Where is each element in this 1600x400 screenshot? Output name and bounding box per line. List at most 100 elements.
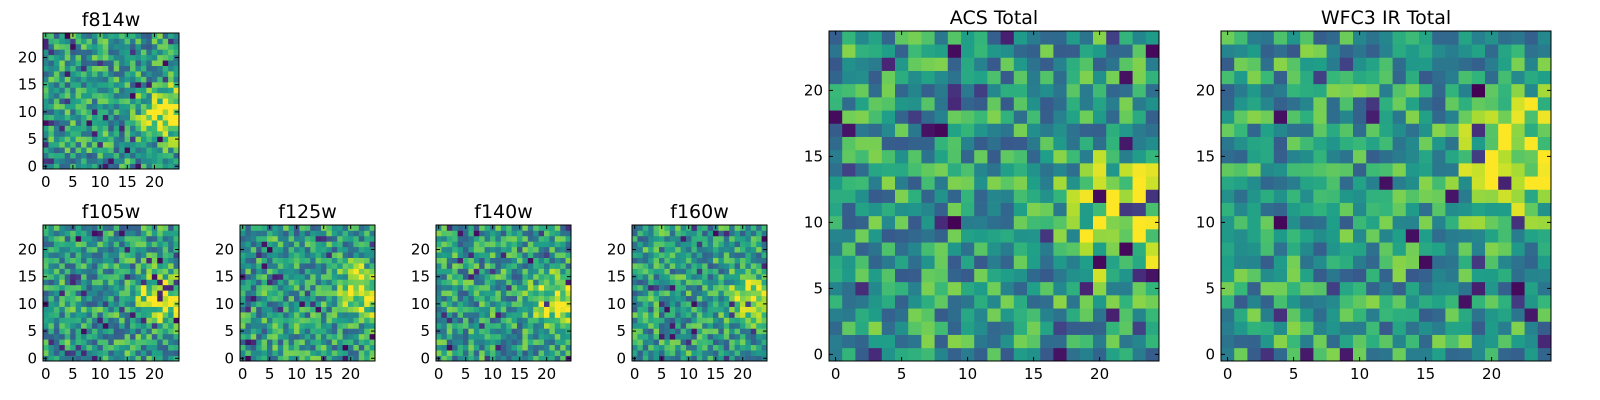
heatmap-cell (1000, 229, 1015, 243)
heatmap-cell (745, 279, 752, 286)
heatmap-cell (506, 295, 512, 302)
heatmap-cell (664, 317, 671, 324)
heatmap-cell (119, 317, 125, 324)
heatmap-cell (637, 257, 644, 264)
heatmap-cell (75, 109, 82, 115)
heatmap-cell (457, 322, 464, 329)
heatmap-cell (452, 355, 458, 362)
heatmap-cell (1524, 123, 1539, 137)
heatmap-cell (81, 152, 87, 159)
heatmap-cell (974, 57, 988, 71)
heatmap-cell (463, 350, 469, 356)
heatmap-cell (829, 44, 843, 58)
heatmap-cell (1221, 57, 1235, 71)
heatmap-cell (53, 114, 60, 121)
heatmap-cell (1300, 31, 1314, 45)
heatmap-cell (130, 284, 136, 291)
heatmap-cell (457, 339, 464, 346)
heatmap-cell (256, 306, 262, 313)
heatmap-cell (59, 273, 66, 280)
heatmap-cell (113, 355, 120, 362)
heatmap-cell (140, 87, 147, 94)
heatmap-cell (1079, 123, 1094, 137)
heatmap-cell (1287, 70, 1301, 85)
heatmap-cell (713, 290, 719, 297)
heatmap-cell (908, 136, 922, 151)
heatmap-cell (463, 312, 469, 318)
heatmap-cell (648, 241, 654, 248)
heatmap-cell (97, 284, 104, 291)
heatmap-cell (468, 322, 475, 329)
heatmap-cell (48, 301, 55, 307)
heatmap-cell (108, 158, 115, 164)
heatmap-cell (108, 252, 115, 258)
heatmap-cell (855, 255, 869, 269)
heatmap-cell (441, 284, 448, 291)
heatmap-cell (1405, 334, 1420, 349)
heatmap-cell (544, 317, 550, 324)
heatmap-cell (1366, 31, 1380, 45)
heatmap-cell (756, 263, 762, 269)
heatmap-cell (86, 306, 93, 313)
heatmap-cell (70, 241, 76, 248)
heatmap-cell (146, 263, 153, 269)
heatmap-cell (436, 339, 442, 346)
heatmap-cell (272, 322, 279, 329)
heatmap-cell (267, 317, 273, 324)
heatmap-cell (86, 71, 93, 77)
heatmap-cell (1145, 123, 1160, 137)
heatmap-cell (168, 306, 174, 313)
heatmap-cell (108, 350, 115, 356)
heatmap-cell (1511, 295, 1525, 309)
heatmap-cell (1419, 136, 1433, 151)
heatmap-cell (829, 149, 843, 164)
heatmap-cell (560, 339, 566, 346)
heatmap-cell (1537, 136, 1552, 151)
heatmap-cell (740, 290, 746, 297)
heatmap-cell (146, 49, 153, 56)
heatmap-cell (740, 333, 746, 340)
heatmap-cell (554, 235, 561, 242)
heatmap-cell (245, 246, 252, 253)
heatmap-cell (1040, 255, 1054, 269)
heatmap-cell (881, 57, 896, 71)
heatmap-cell (517, 328, 523, 335)
heatmap-cell (1419, 308, 1433, 322)
heatmap-cell (1498, 229, 1512, 243)
heatmap-cell (75, 273, 82, 280)
heatmap-cell (119, 328, 125, 335)
heatmap-cell (1405, 215, 1420, 230)
heatmap-cell (495, 268, 502, 275)
heatmap-cell (761, 279, 768, 286)
heatmap-cell (151, 141, 158, 148)
heatmap-cell (1498, 31, 1512, 45)
heatmap-cell (97, 114, 104, 121)
heatmap-cell (554, 252, 561, 258)
heatmap-cell (294, 252, 300, 258)
heatmap-cell (1313, 242, 1327, 256)
heatmap-cell (75, 152, 82, 159)
heatmap-cell (484, 339, 491, 346)
heatmap-cell (729, 246, 735, 253)
heatmap-cell (81, 230, 87, 237)
heatmap-cell (162, 130, 169, 137)
heatmap-cell (1432, 255, 1446, 269)
heatmap-cell (463, 290, 469, 297)
heatmap-cell (162, 235, 169, 242)
heatmap-cell (947, 97, 962, 111)
heatmap-cell (1040, 268, 1054, 283)
heatmap-cell (664, 312, 671, 318)
heatmap-cell (1485, 229, 1499, 243)
heatmap-cell (48, 98, 55, 105)
heatmap-cell (441, 230, 448, 237)
heatmap-cell (1405, 308, 1420, 322)
heatmap-cell (113, 125, 120, 132)
heatmap-cell (168, 328, 174, 335)
heatmap-cell (113, 109, 120, 115)
heatmap-cell (479, 317, 485, 324)
heatmap-cell (921, 31, 935, 45)
heatmap-cell (108, 257, 115, 264)
heatmap-cell (549, 225, 556, 231)
heatmap-cell (299, 295, 306, 302)
heatmap-cell (162, 109, 169, 115)
